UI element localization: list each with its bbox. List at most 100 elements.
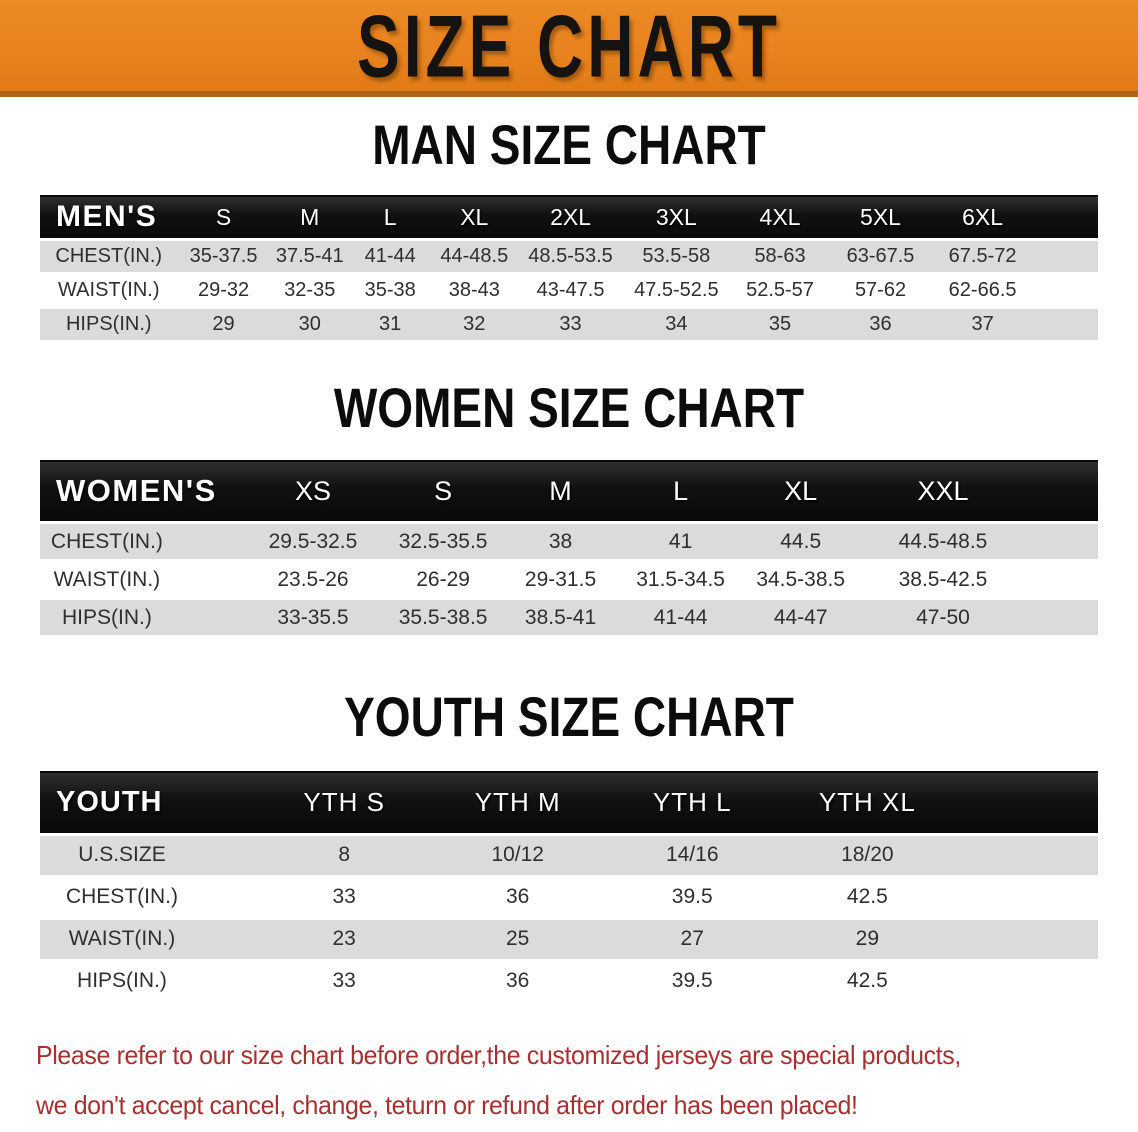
size-cell: 34.5-38.5 bbox=[738, 560, 864, 600]
size-cell: 38.5-42.5 bbox=[863, 560, 1023, 600]
size-cell: 35.5-38.5 bbox=[388, 598, 499, 638]
youth-section: YOUTH SIZE CHART YOUTH YTH S YTH M YTH L… bbox=[0, 686, 1138, 1004]
size-cell: 62-66.5 bbox=[930, 273, 1035, 309]
size-cell: 32-35 bbox=[269, 273, 350, 309]
men-col-m: M bbox=[269, 195, 350, 240]
men-col-xl: XL bbox=[430, 195, 519, 240]
size-cell: 44.5-48.5 bbox=[863, 521, 1023, 562]
spacer-cell bbox=[1034, 273, 1098, 309]
women-heading-text: WOMEN SIZE CHART bbox=[333, 376, 805, 439]
size-cell: 23 bbox=[257, 918, 431, 962]
men-row-hips: HIPS(IN.) 29 30 31 32 33 34 35 36 37 bbox=[40, 307, 1098, 343]
women-col-xl: XL bbox=[738, 459, 864, 523]
size-cell: 18/20 bbox=[779, 832, 956, 878]
men-section: MAN SIZE CHART MEN'S S M L XL 2XL 3XL 4X… bbox=[0, 114, 1138, 343]
size-cell: 8 bbox=[257, 832, 431, 878]
youth-size-table: YOUTH YTH S YTH M YTH L YTH XL U.S.SIZE … bbox=[40, 771, 1098, 1004]
row-label: HIPS(IN.) bbox=[40, 598, 238, 638]
youth-col-s: YTH S bbox=[257, 771, 431, 835]
size-cell: 41-44 bbox=[622, 598, 739, 638]
women-row-hips: HIPS(IN.) 33-35.5 35.5-38.5 38.5-41 41-4… bbox=[40, 598, 1098, 638]
disclaimer-text: Please refer to our size chart before or… bbox=[36, 1030, 1094, 1130]
size-cell: 43-47.5 bbox=[518, 273, 623, 309]
men-col-2xl: 2XL bbox=[518, 195, 623, 240]
size-cell: 63-67.5 bbox=[830, 237, 931, 275]
youth-row-chest: CHEST(IN.) 33 36 39.5 42.5 bbox=[40, 876, 1098, 920]
size-cell: 35 bbox=[729, 307, 831, 343]
men-col-6xl: 6XL bbox=[930, 195, 1035, 240]
size-cell: 39.5 bbox=[604, 960, 780, 1004]
size-cell: 38.5-41 bbox=[498, 598, 623, 638]
size-cell: 36 bbox=[830, 307, 931, 343]
size-cell: 31 bbox=[349, 307, 431, 343]
size-cell: 67.5-72 bbox=[930, 237, 1035, 275]
size-cell: 57-62 bbox=[830, 273, 931, 309]
spacer-cell bbox=[1022, 521, 1098, 562]
row-label: WAIST(IN.) bbox=[40, 273, 178, 309]
youth-section-heading: YOUTH SIZE CHART bbox=[0, 686, 1138, 755]
men-heading-text: MAN SIZE CHART bbox=[372, 113, 766, 177]
size-cell: 32.5-35.5 bbox=[388, 521, 499, 562]
disclaimer-line-2: we don't accept cancel, change, teturn o… bbox=[36, 1089, 858, 1120]
women-col-l: L bbox=[622, 459, 739, 523]
men-header-row: MEN'S S M L XL 2XL 3XL 4XL 5XL 6XL bbox=[40, 195, 1098, 240]
size-cell: 58-63 bbox=[729, 237, 831, 275]
women-section-heading: WOMEN SIZE CHART bbox=[0, 376, 1138, 446]
size-cell: 26-29 bbox=[388, 560, 499, 600]
size-cell: 48.5-53.5 bbox=[518, 237, 623, 275]
size-cell: 14/16 bbox=[604, 832, 780, 878]
spacer-cell bbox=[955, 876, 1098, 920]
size-cell: 35-37.5 bbox=[177, 237, 270, 275]
size-cell: 29 bbox=[779, 918, 956, 962]
size-cell: 36 bbox=[430, 876, 605, 920]
row-label: HIPS(IN.) bbox=[40, 960, 258, 1004]
size-cell: 33 bbox=[257, 960, 431, 1004]
spacer-cell bbox=[1022, 598, 1098, 638]
size-cell: 34 bbox=[622, 307, 730, 343]
size-cell: 47-50 bbox=[863, 598, 1023, 638]
women-row-chest: CHEST(IN.) 29.5-32.5 32.5-35.5 38 41 44.… bbox=[40, 521, 1098, 562]
spacer-cell bbox=[1022, 560, 1098, 600]
size-cell: 39.5 bbox=[604, 876, 780, 920]
size-chart-banner: SIZE CHART bbox=[0, 0, 1138, 97]
row-label: CHEST(IN.) bbox=[40, 521, 238, 562]
size-cell: 31.5-34.5 bbox=[622, 560, 739, 600]
spacer-cell bbox=[955, 960, 1098, 1004]
men-col-3xl: 3XL bbox=[622, 195, 730, 240]
women-col-m: M bbox=[498, 459, 623, 523]
size-cell: 38 bbox=[498, 521, 623, 562]
men-col-4xl: 4XL bbox=[729, 195, 831, 240]
youth-row-hips: HIPS(IN.) 33 36 39.5 42.5 bbox=[40, 960, 1098, 1004]
size-cell: 29.5-32.5 bbox=[237, 521, 389, 562]
size-cell: 25 bbox=[430, 918, 605, 962]
row-label: CHEST(IN.) bbox=[40, 876, 258, 920]
size-cell: 47.5-52.5 bbox=[622, 273, 730, 309]
spacer-cell bbox=[1034, 307, 1098, 343]
size-cell: 33 bbox=[257, 876, 431, 920]
row-label: WAIST(IN.) bbox=[40, 918, 258, 962]
youth-col-xl: YTH XL bbox=[779, 771, 956, 835]
size-cell: 33-35.5 bbox=[237, 598, 389, 638]
spacer-cell bbox=[955, 771, 1098, 835]
size-cell: 37.5-41 bbox=[269, 237, 350, 275]
size-cell: 36 bbox=[430, 960, 605, 1004]
disclaimer-line-1: Please refer to our size chart before or… bbox=[36, 1039, 961, 1070]
size-cell: 42.5 bbox=[779, 960, 956, 1004]
size-cell: 37 bbox=[930, 307, 1035, 343]
women-col-xs: XS bbox=[237, 459, 389, 523]
women-col-xxl: XXL bbox=[863, 459, 1023, 523]
size-cell: 30 bbox=[269, 307, 350, 343]
youth-col-l: YTH L bbox=[604, 771, 780, 835]
spacer-cell bbox=[1034, 195, 1098, 240]
women-header-row: WOMEN'S XS S M L XL XXL bbox=[40, 459, 1098, 523]
spacer-cell bbox=[1022, 459, 1098, 523]
size-cell: 44.5 bbox=[738, 521, 864, 562]
size-cell: 27 bbox=[604, 918, 780, 962]
women-size-table: WOMEN'S XS S M L XL XXL CHEST(IN.) 29.5-… bbox=[40, 459, 1098, 638]
size-cell: 44-47 bbox=[738, 598, 864, 638]
size-cell: 33 bbox=[518, 307, 623, 343]
size-cell: 10/12 bbox=[430, 832, 605, 878]
size-cell: 23.5-26 bbox=[237, 560, 389, 600]
youth-heading-text: YOUTH SIZE CHART bbox=[344, 685, 794, 749]
youth-header-row: YOUTH YTH S YTH M YTH L YTH XL bbox=[40, 771, 1098, 835]
